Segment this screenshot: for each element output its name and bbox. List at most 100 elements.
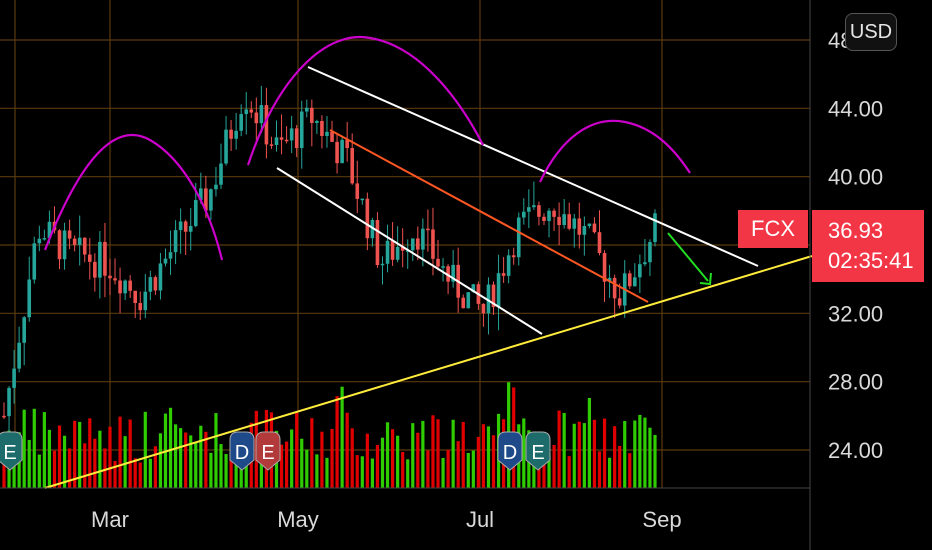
badge-shape: [0, 431, 23, 471]
candle-body: [532, 205, 536, 208]
volume-bar: [547, 453, 551, 488]
candle-body: [67, 230, 72, 239]
badge-shape: [497, 431, 523, 471]
volume-bar: [643, 417, 647, 488]
currency-button[interactable]: USD: [845, 13, 897, 51]
candle-body: [421, 228, 425, 250]
candle-body: [385, 240, 390, 264]
candle-body: [93, 261, 97, 278]
badge-letter: D: [503, 442, 517, 464]
volume-bar: [295, 412, 299, 488]
candle-body: [607, 277, 612, 282]
x-tick-label: Sep: [642, 507, 681, 532]
volume-bar: [42, 412, 46, 488]
candle-body: [653, 213, 657, 243]
candle-body: [350, 148, 355, 184]
volume-bar: [451, 419, 455, 488]
volume-bar: [108, 426, 112, 488]
candle-body: [113, 278, 117, 281]
volume-bar: [375, 444, 380, 488]
x-tick-label: Jul: [466, 507, 494, 532]
volume-bar: [98, 430, 102, 488]
candle-body: [638, 264, 642, 278]
volume-bar: [613, 426, 617, 488]
volume-bar: [396, 435, 400, 488]
volume-bar: [57, 425, 62, 488]
candle-body: [577, 218, 582, 235]
candle-body: [289, 128, 294, 141]
candle-body: [542, 216, 546, 221]
volume-bar: [300, 438, 304, 488]
candle-body: [234, 130, 238, 139]
candle-body: [219, 163, 223, 185]
last-price-value: 36.93: [828, 218, 884, 243]
candlesticks: [2, 85, 657, 438]
volume-bar: [653, 434, 657, 488]
volume-bar: [461, 421, 465, 488]
candle-body: [461, 297, 466, 309]
candle-body: [320, 120, 324, 136]
volume-bar: [133, 458, 137, 488]
earnings-badge: E: [0, 431, 23, 471]
candle-body: [527, 207, 531, 212]
volume-bar: [340, 386, 344, 488]
candle-body: [451, 264, 455, 282]
volume-bar: [582, 423, 586, 488]
candle-body: [567, 214, 572, 229]
volume-bar: [552, 444, 556, 488]
volume-bar: [224, 454, 228, 488]
candle-body: [123, 280, 127, 294]
candle-body: [436, 258, 440, 267]
candle-body: [72, 238, 77, 245]
volume-bar: [78, 421, 82, 488]
candle-body: [27, 279, 32, 318]
ascending-trendline: [44, 255, 813, 489]
volume-bar: [305, 449, 309, 488]
candle-body: [491, 284, 496, 308]
candle-body: [42, 238, 47, 240]
candle-body: [249, 109, 254, 113]
candle-body: [506, 255, 511, 276]
volume-bar: [103, 448, 107, 488]
candle-body: [466, 292, 471, 309]
volume-bar: [633, 420, 637, 488]
candle-body: [511, 255, 516, 258]
candle-body: [617, 298, 622, 306]
volume-bar: [390, 429, 395, 488]
volume-bar: [123, 436, 127, 488]
candle-body: [446, 266, 450, 282]
volume-bar: [214, 413, 218, 488]
candle-body: [57, 230, 62, 260]
candle-body: [153, 277, 158, 291]
candle-body: [37, 238, 42, 244]
volume-bar: [32, 408, 36, 488]
candle-body: [325, 131, 329, 136]
candle-body: [627, 273, 632, 287]
earnings-badge: E: [255, 431, 281, 471]
candle-body: [365, 198, 370, 239]
candle-body: [501, 273, 506, 276]
candle-body: [168, 252, 173, 259]
volume-bar: [52, 450, 57, 488]
candle-body: [188, 226, 193, 232]
earnings-badge: E: [525, 431, 551, 471]
left-shoulder-arc: [43, 133, 224, 261]
candle-body: [572, 218, 577, 229]
candle-body: [521, 211, 526, 218]
candle-body: [360, 198, 365, 201]
candle-body: [22, 317, 26, 343]
candle-body: [294, 128, 299, 149]
volume-bar: [194, 442, 198, 488]
volume-bar: [602, 418, 607, 488]
candle-body: [199, 188, 203, 201]
volume-bar: [47, 429, 52, 488]
candle-body: [183, 221, 188, 232]
candle-body: [410, 238, 415, 251]
candle-body: [32, 243, 37, 280]
candle-body: [148, 277, 153, 292]
volume-bar: [466, 452, 470, 488]
candle-body: [2, 415, 6, 418]
volume-bar: [350, 428, 354, 488]
channel-lower-line: [276, 167, 543, 335]
